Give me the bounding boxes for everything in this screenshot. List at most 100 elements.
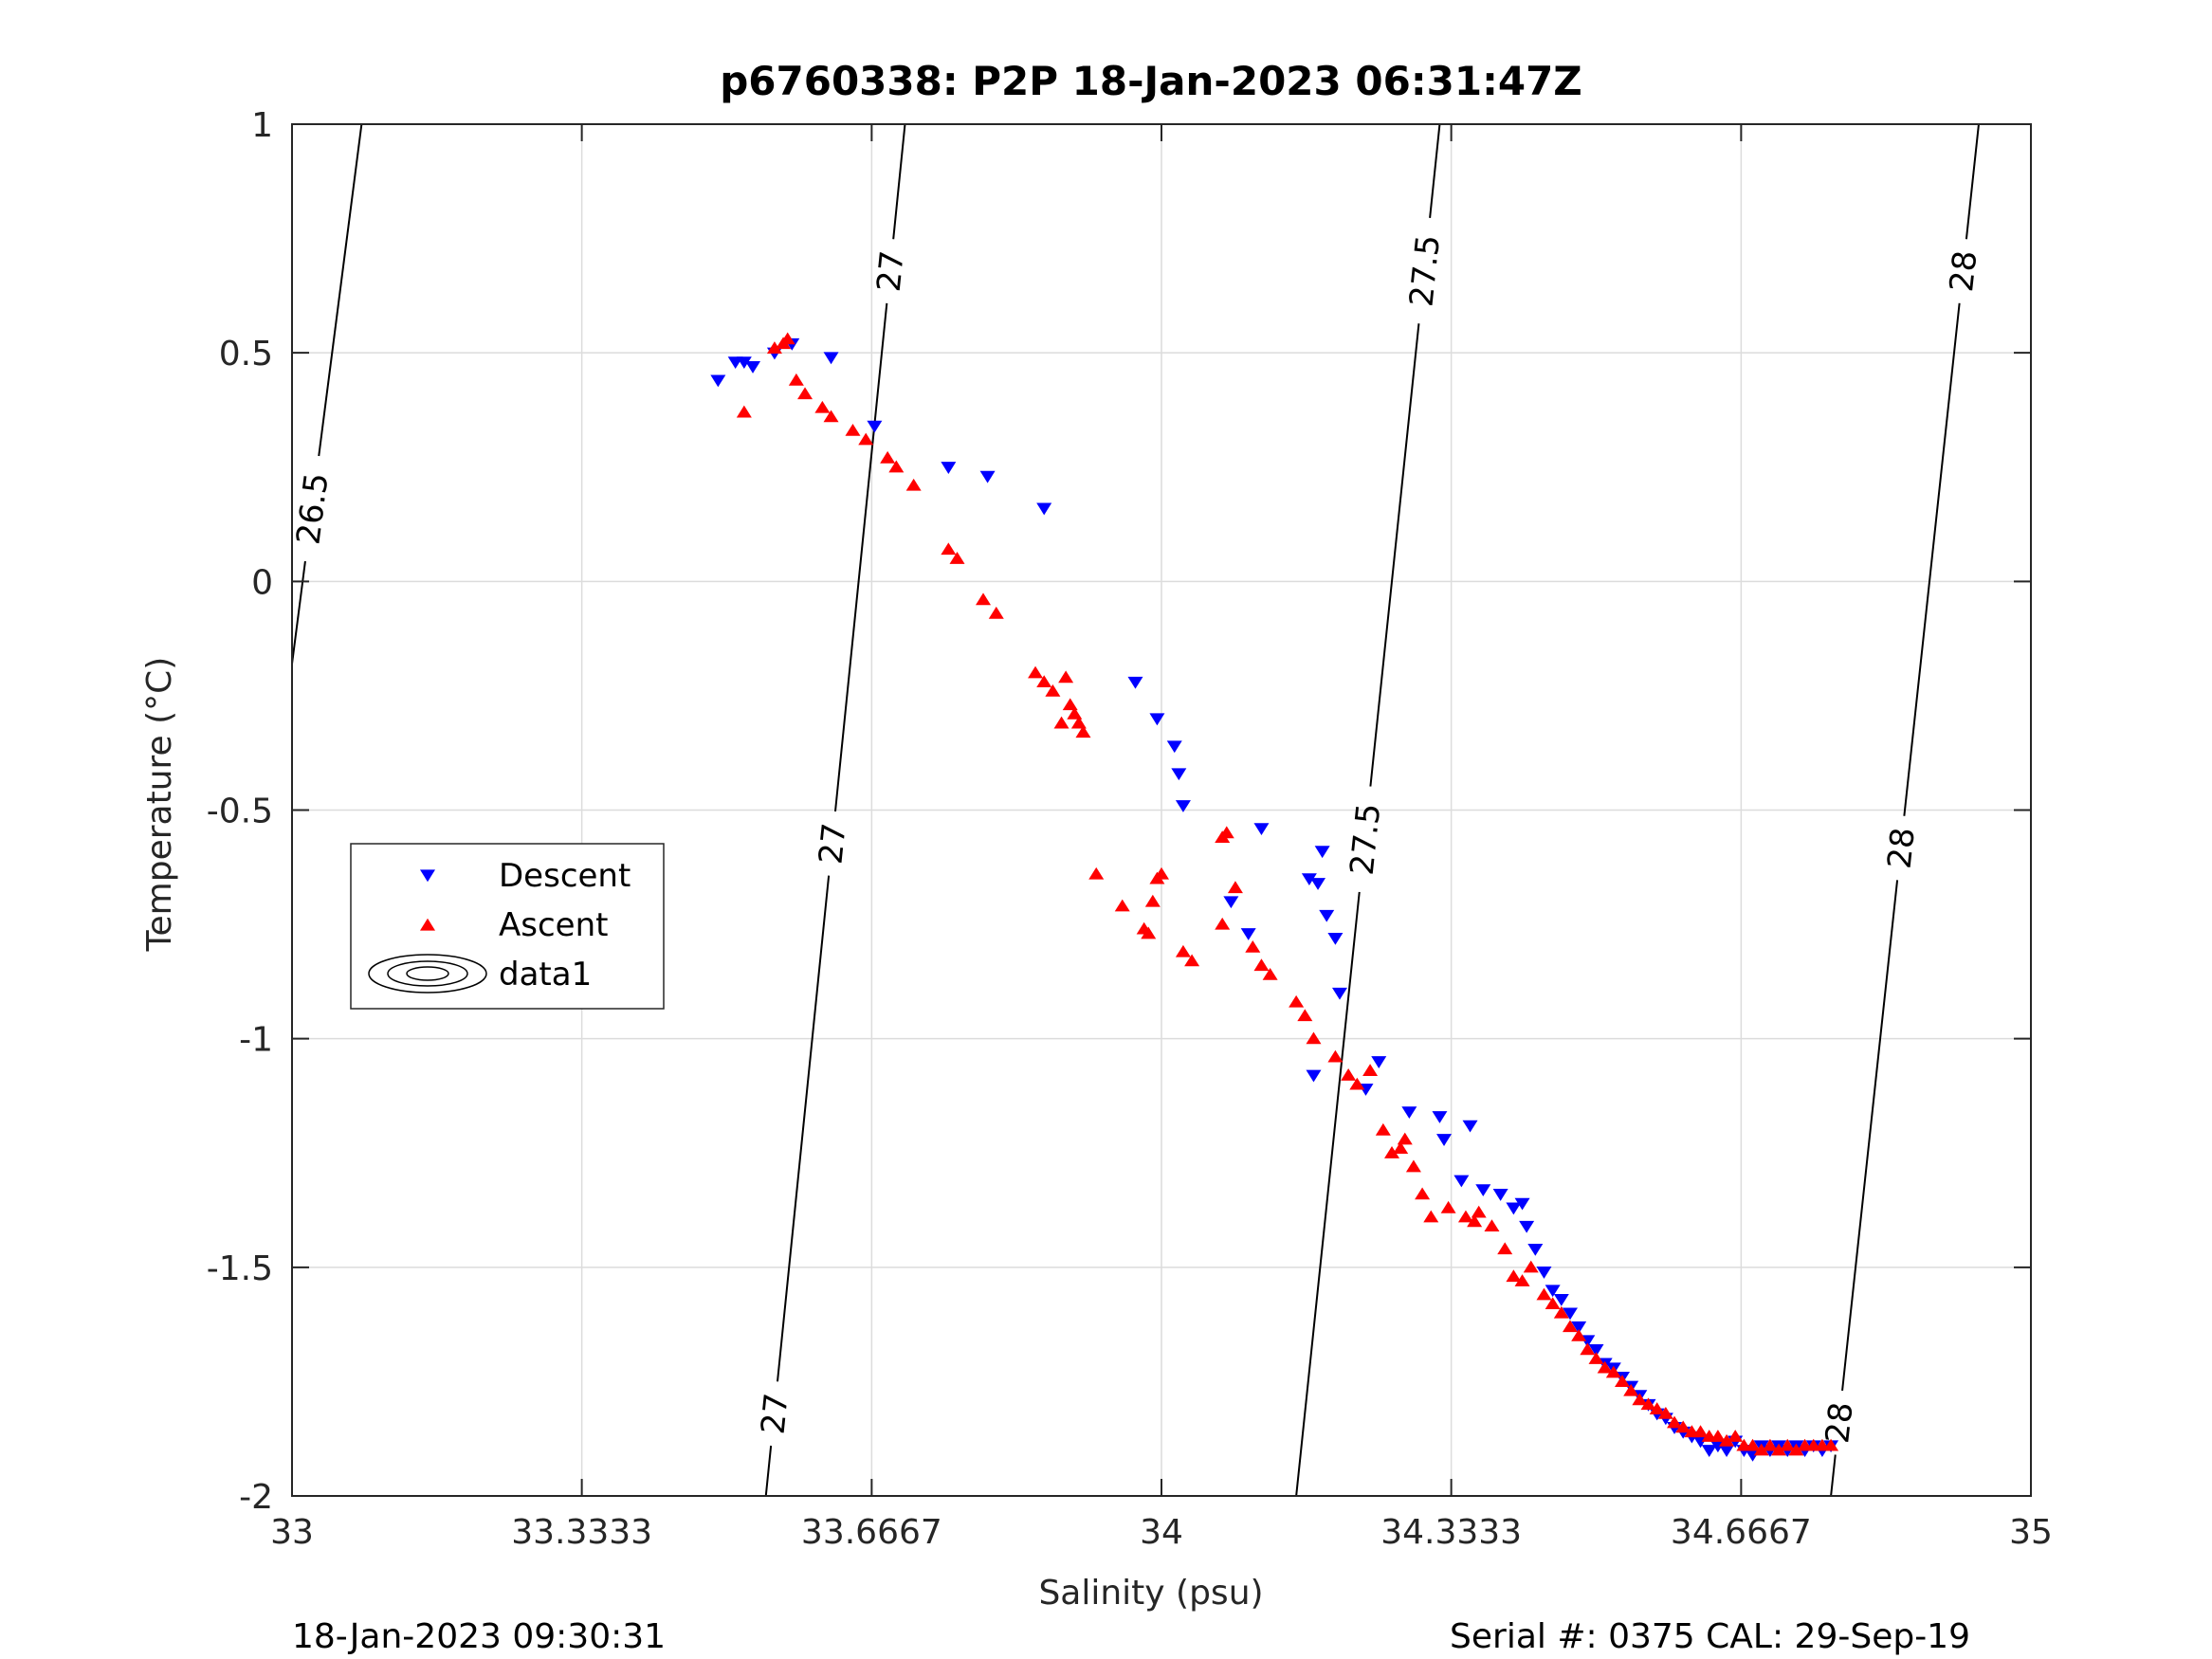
descent-point bbox=[1149, 713, 1165, 726]
descent-point bbox=[1506, 1202, 1522, 1215]
ascent-point bbox=[1075, 725, 1091, 738]
ascent-point bbox=[1375, 1122, 1391, 1136]
ascent-point bbox=[1053, 716, 1069, 729]
descent-point bbox=[1519, 1220, 1535, 1233]
ascent-point bbox=[1571, 1328, 1587, 1341]
ascent-point bbox=[1545, 1297, 1561, 1310]
ascent-point bbox=[1649, 1402, 1665, 1414]
ascent-point bbox=[1506, 1269, 1522, 1283]
descent-point bbox=[1240, 928, 1256, 940]
ascent-point bbox=[1306, 1031, 1322, 1045]
ascent-point bbox=[905, 478, 922, 491]
ascent-point bbox=[1467, 1214, 1483, 1228]
ascent-point bbox=[1405, 1159, 1421, 1173]
ascent-point bbox=[1632, 1393, 1648, 1406]
ascent-point bbox=[797, 387, 814, 400]
ascent-point bbox=[1245, 940, 1261, 953]
descent-point bbox=[745, 361, 761, 374]
ascent-point bbox=[1393, 1141, 1409, 1155]
contour-line-27 bbox=[764, 1445, 773, 1497]
contour-line-27-5 bbox=[1295, 891, 1361, 1497]
ascent-point bbox=[1327, 1049, 1344, 1063]
contour-label: 28 bbox=[1819, 1400, 1860, 1445]
ascent-point bbox=[1184, 954, 1200, 967]
ascent-point bbox=[880, 450, 896, 464]
ascent-point bbox=[1471, 1205, 1487, 1218]
ascent-point bbox=[1067, 707, 1083, 720]
descent-point bbox=[1310, 878, 1326, 890]
ascent-point bbox=[1640, 1397, 1656, 1411]
ascent-point bbox=[736, 405, 752, 418]
descent-point bbox=[1223, 896, 1239, 909]
ascent-point bbox=[1058, 670, 1074, 684]
density-contours: 26.5 27 27 27 27.5 27.5 28 28 28 bbox=[289, 123, 1984, 1497]
descent-point bbox=[1175, 800, 1191, 812]
descent-point bbox=[1171, 768, 1187, 781]
contour-label: 28 bbox=[1881, 826, 1923, 870]
y-axis-label: Temperature (°C) bbox=[140, 657, 179, 953]
ascent-point bbox=[1457, 1210, 1473, 1223]
x-tick-label: 33.6667 bbox=[801, 1513, 942, 1552]
contour-line-27 bbox=[892, 123, 906, 240]
descent-point bbox=[1562, 1307, 1578, 1321]
legend: Descent Ascent data1 bbox=[350, 843, 665, 1010]
descent-point bbox=[1436, 1134, 1453, 1146]
ascent-point bbox=[1588, 1352, 1604, 1364]
ascent-point bbox=[1397, 1132, 1413, 1145]
contour-label: 27 bbox=[870, 249, 912, 294]
descent-point bbox=[1571, 1321, 1587, 1334]
ascent-point bbox=[858, 432, 874, 446]
ascent-point bbox=[988, 606, 1004, 619]
ascent-point bbox=[1667, 1415, 1683, 1429]
descent-point bbox=[1319, 909, 1335, 922]
contour-line-28 bbox=[1903, 302, 1961, 816]
ascent-point bbox=[888, 460, 905, 473]
ascent-point bbox=[949, 552, 965, 564]
y-tick-label: 0.5 bbox=[219, 335, 273, 374]
descent-point bbox=[1327, 932, 1344, 945]
ascent-point bbox=[1497, 1242, 1513, 1255]
descent-point bbox=[979, 470, 996, 483]
descent-point bbox=[1306, 1069, 1322, 1083]
ascent-point bbox=[1384, 1146, 1400, 1158]
y-tick-label: -0.5 bbox=[207, 793, 273, 831]
ascent-point bbox=[1762, 1438, 1778, 1451]
ascent-point bbox=[1070, 716, 1087, 729]
ascent-point bbox=[1440, 1200, 1456, 1213]
axis-ticks: 33 33.3333 33.6667 34 34.3333 34.6667 35 -2 -1.5… bbox=[207, 106, 2053, 1552]
contour-label: 27.5 bbox=[1402, 233, 1448, 308]
ascent-point bbox=[1788, 1443, 1804, 1456]
ascent-point bbox=[1114, 899, 1130, 912]
descent-point bbox=[736, 356, 752, 370]
contour-line-28 bbox=[1965, 123, 1980, 240]
y-tick-label: -2 bbox=[239, 1478, 273, 1517]
ascent-point bbox=[1289, 994, 1305, 1008]
ascent-point bbox=[1823, 1438, 1839, 1451]
descent-point bbox=[867, 420, 883, 433]
ascent-point bbox=[814, 400, 831, 413]
descent-point bbox=[1166, 740, 1182, 754]
x-axis-label: Salinity (psu) bbox=[1038, 1574, 1263, 1613]
descent-point bbox=[1514, 1197, 1530, 1211]
descent-point bbox=[1545, 1285, 1561, 1298]
ascent-point bbox=[1218, 826, 1234, 839]
ascent-point bbox=[1780, 1438, 1796, 1451]
descent-point bbox=[1475, 1184, 1491, 1197]
descent-point bbox=[1036, 502, 1052, 516]
legend-descent-marker bbox=[420, 869, 435, 883]
legend-contour-label: data1 bbox=[499, 956, 592, 994]
ascent-point bbox=[1719, 1433, 1735, 1447]
ascent-point bbox=[1484, 1219, 1500, 1232]
ascent-point bbox=[1623, 1383, 1639, 1396]
ascent-point bbox=[766, 341, 782, 354]
ascent-point bbox=[1253, 958, 1270, 972]
ascent-point bbox=[1297, 1009, 1313, 1022]
ascent-point bbox=[1227, 881, 1243, 894]
y-tick-label: -1 bbox=[239, 1021, 273, 1060]
descent-point bbox=[823, 352, 839, 365]
x-tick-label: 33 bbox=[270, 1513, 314, 1552]
ascent-point bbox=[1753, 1443, 1769, 1456]
descent-point bbox=[941, 462, 957, 474]
descent-point bbox=[1536, 1267, 1552, 1279]
ascent-point bbox=[1341, 1068, 1357, 1081]
